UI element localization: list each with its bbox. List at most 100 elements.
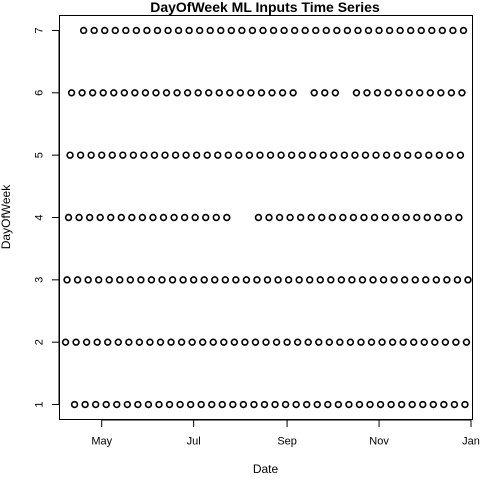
data-point-day-2 [82,338,91,346]
data-point-day-2 [346,338,355,346]
data-point-day-1 [345,400,353,409]
data-point-day-2 [104,338,112,346]
data-point-day-6 [394,89,403,97]
data-point-day-2 [336,338,344,346]
data-point-day-5 [393,151,401,159]
data-point-day-7 [459,26,468,35]
data-point-day-5 [319,151,327,159]
data-point-day-1 [91,400,100,409]
data-point-day-4 [455,213,463,222]
data-point-day-3 [137,276,145,284]
data-point-day-4 [75,213,83,222]
data-point-day-3 [390,276,398,284]
data-point-day-7 [79,26,88,35]
data-point-day-4 [339,213,347,222]
data-point-day-3 [400,276,409,284]
data-point-day-7 [269,26,278,35]
data-point-day-3 [422,276,430,284]
data-point-day-2 [315,338,323,346]
data-point-day-4 [138,213,147,222]
data-point-day-2 [251,338,260,346]
data-point-day-5 [129,151,138,159]
data-point-day-3 [179,276,187,284]
data-point-day-6 [194,89,202,97]
data-point-day-2 [431,338,439,346]
data-point-day-5 [266,151,275,159]
data-point-day-2 [272,338,281,346]
data-point-day-6 [268,89,276,97]
data-point-day-5 [182,151,190,159]
data-point-day-2 [209,338,217,346]
data-point-day-3 [295,276,303,284]
data-point-day-3 [158,276,166,284]
data-point-day-3 [221,276,230,284]
data-point-day-6 [384,89,392,97]
data-point-day-2 [283,338,291,346]
data-point-day-5 [224,151,233,159]
data-point-day-1 [144,400,153,409]
data-point-day-4 [159,213,168,222]
data-point-day-2 [420,338,428,346]
data-point-day-5 [140,151,148,159]
data-point-day-7 [301,26,309,35]
data-point-day-6 [183,89,192,97]
data-point-day-3 [126,276,135,284]
data-point-day-2 [188,338,196,346]
data-point-day-3 [232,276,240,284]
data-point-day-1 [113,400,121,409]
data-point-day-4 [381,213,389,222]
data-point-day-2 [135,338,144,346]
data-point-day-3 [94,276,103,284]
data-point-day-1 [313,400,321,409]
y-tick-label: 7 [33,27,45,33]
data-point-day-6 [426,89,434,97]
data-point-day-7 [101,26,109,35]
data-point-day-5 [361,151,370,159]
data-point-day-7 [111,26,119,35]
data-point-day-1 [70,400,79,409]
data-point-day-2 [304,338,312,346]
data-point-day-6 [226,89,234,97]
data-point-day-1 [197,400,205,409]
data-point-day-7 [438,26,447,35]
data-point-day-7 [322,26,330,35]
data-point-day-1 [239,400,248,409]
data-point-day-6 [458,89,466,97]
data-point-day-7 [185,26,193,35]
x-tick-label: Sep [277,436,297,448]
data-point-day-5 [298,151,306,159]
data-point-day-4 [254,213,263,222]
data-point-day-3 [253,276,261,284]
data-point-day-3 [147,276,156,284]
data-point-day-1 [408,400,416,409]
data-point-day-6 [173,89,181,97]
data-point-day-6 [152,89,160,97]
data-point-day-5 [119,151,127,159]
data-point-day-2 [410,338,418,346]
data-point-day-1 [208,400,216,409]
data-point-day-4 [349,213,358,222]
data-point-day-1 [334,400,343,409]
data-point-day-1 [123,400,132,409]
y-axis: 1 2 3 4 5 6 7 [33,27,60,408]
data-point-day-6 [99,89,107,97]
data-point-day-4 [85,213,94,222]
data-point-day-1 [102,400,110,409]
data-point-day-1 [355,400,364,409]
y-tick-label: 3 [33,277,45,283]
data-point-day-7 [385,26,394,35]
data-point-day-1 [461,400,469,409]
data-point-day-4 [370,213,379,222]
data-point-day-6 [162,89,171,97]
data-point-day-3 [73,276,82,284]
data-point-day-4 [413,213,421,222]
data-point-day-3 [200,276,208,284]
data-point-day-4 [128,213,136,222]
data-point-day-6 [131,89,139,97]
data-point-day-3 [105,276,113,284]
data-point-day-2 [441,338,450,346]
data-point-day-1 [155,400,163,409]
data-point-day-3 [327,276,335,284]
data-point-day-1 [397,400,406,409]
